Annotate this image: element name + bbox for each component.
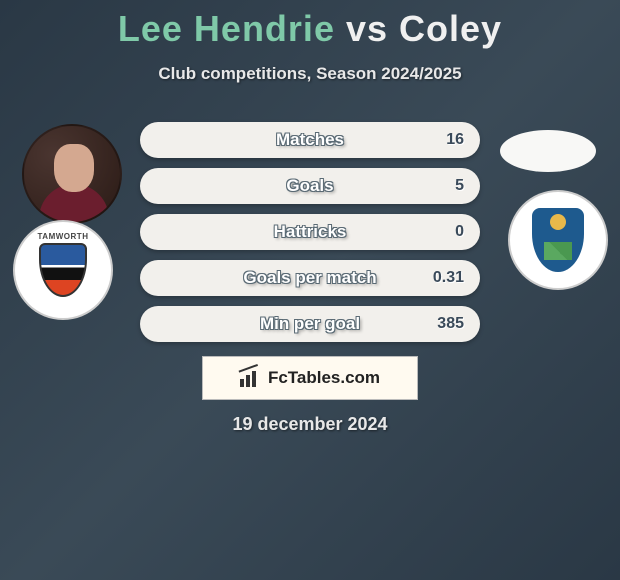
comparison-title: Lee Hendrie vs Coley — [0, 8, 620, 50]
stat-bar: Goals 5 — [140, 168, 480, 204]
stat-value: 0.31 — [433, 269, 464, 287]
player1-avatar — [22, 124, 122, 224]
stat-value: 16 — [446, 131, 464, 149]
stat-value: 0 — [455, 223, 464, 241]
sutton-shield-icon — [532, 208, 584, 272]
stat-value: 5 — [455, 177, 464, 195]
player1-column — [12, 112, 132, 320]
player1-name: Lee Hendrie — [118, 8, 335, 49]
stat-label: Min per goal — [140, 314, 480, 334]
stat-label: Matches — [140, 130, 480, 150]
stat-bar: Matches 16 — [140, 122, 480, 158]
branding-box: FcTables.com — [202, 356, 418, 400]
bar-chart-icon — [240, 369, 262, 387]
stat-bar: Min per goal 385 — [140, 306, 480, 342]
stat-label: Goals — [140, 176, 480, 196]
stats-bars: Matches 16 Goals 5 Hattricks 0 Goals per… — [140, 112, 480, 342]
branding-text: FcTables.com — [268, 368, 380, 388]
player2-name: Coley — [399, 8, 502, 49]
stat-bar: Hattricks 0 — [140, 214, 480, 250]
player2-column — [488, 112, 608, 290]
stat-value: 385 — [437, 315, 464, 333]
player2-avatar — [500, 130, 596, 172]
subtitle: Club competitions, Season 2024/2025 — [0, 64, 620, 84]
player1-club-badge — [13, 220, 113, 320]
stat-label: Hattricks — [140, 222, 480, 242]
comparison-body: Matches 16 Goals 5 Hattricks 0 Goals per… — [0, 112, 620, 342]
date-text: 19 december 2024 — [0, 414, 620, 435]
vs-text: vs — [346, 8, 388, 49]
stat-bar: Goals per match 0.31 — [140, 260, 480, 296]
tamworth-shield-icon — [39, 243, 87, 297]
stat-label: Goals per match — [140, 268, 480, 288]
player2-club-badge — [508, 190, 608, 290]
